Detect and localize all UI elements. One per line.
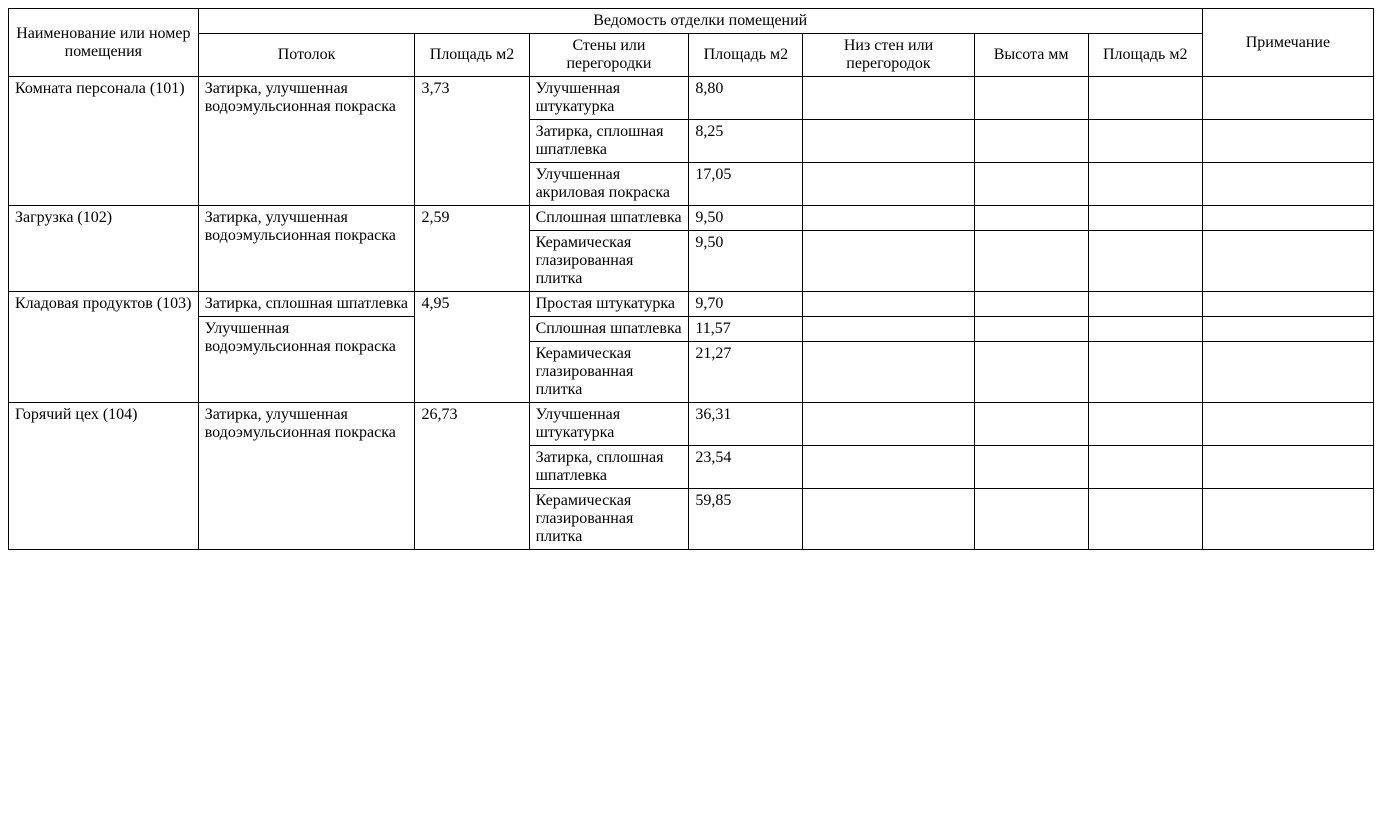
- cell-walls: Затирка, сплошная шпатлевка: [529, 120, 689, 163]
- cell-note: [1202, 342, 1373, 403]
- cell-area3: [1088, 446, 1202, 489]
- cell-note: [1202, 292, 1373, 317]
- cell-walls: Керамическая глазированная плитка: [529, 231, 689, 292]
- cell-lower-walls: [803, 489, 974, 550]
- cell-height: [974, 446, 1088, 489]
- cell-area3: [1088, 77, 1202, 120]
- cell-area-ceiling: 3,73: [415, 77, 529, 206]
- cell-height: [974, 77, 1088, 120]
- col-group: Ведомость отделки помещений: [198, 9, 1202, 34]
- cell-lower-walls: [803, 77, 974, 120]
- cell-room-name: Комната персонала (101): [9, 77, 199, 206]
- cell-walls: Затирка, сплошная шпатлевка: [529, 446, 689, 489]
- cell-height: [974, 292, 1088, 317]
- cell-lower-walls: [803, 292, 974, 317]
- table-row: Улучшенная водоэмульсионная покраскаСпло…: [9, 317, 1374, 342]
- cell-lower-walls: [803, 446, 974, 489]
- cell-area-walls: 17,05: [689, 163, 803, 206]
- cell-note: [1202, 489, 1373, 550]
- col-height: Высота мм: [974, 34, 1088, 77]
- cell-lower-walls: [803, 403, 974, 446]
- table-row: Комната персонала (101)Затирка, улучшенн…: [9, 77, 1374, 120]
- cell-lower-walls: [803, 163, 974, 206]
- cell-walls: Улучшенная штукатурка: [529, 403, 689, 446]
- cell-height: [974, 403, 1088, 446]
- cell-note: [1202, 163, 1373, 206]
- cell-area3: [1088, 206, 1202, 231]
- cell-area3: [1088, 342, 1202, 403]
- cell-ceiling: Затирка, сплошная шпатлевка: [198, 292, 415, 317]
- col-walls: Стены или перегородки: [529, 34, 689, 77]
- cell-walls: Керамическая глазированная плитка: [529, 342, 689, 403]
- cell-area3: [1088, 489, 1202, 550]
- cell-lower-walls: [803, 317, 974, 342]
- cell-height: [974, 120, 1088, 163]
- cell-note: [1202, 77, 1373, 120]
- table-row: Кладовая продуктов (103)Затирка, сплошна…: [9, 292, 1374, 317]
- col-ceiling: Потолок: [198, 34, 415, 77]
- cell-area-walls: 59,85: [689, 489, 803, 550]
- cell-area-walls: 21,27: [689, 342, 803, 403]
- cell-height: [974, 489, 1088, 550]
- cell-area-walls: 9,50: [689, 231, 803, 292]
- cell-lower-walls: [803, 342, 974, 403]
- cell-area3: [1088, 292, 1202, 317]
- cell-room-name: Кладовая продуктов (103): [9, 292, 199, 403]
- col-area1: Площадь м2: [415, 34, 529, 77]
- cell-ceiling: Затирка, улучшенная водоэмульсионная пок…: [198, 403, 415, 550]
- table-row: Загрузка (102)Затирка, улучшенная водоэм…: [9, 206, 1374, 231]
- cell-area3: [1088, 403, 1202, 446]
- col-note: Примечание: [1202, 9, 1373, 77]
- cell-area-ceiling: 26,73: [415, 403, 529, 550]
- cell-area-walls: 23,54: [689, 446, 803, 489]
- cell-area-walls: 9,70: [689, 292, 803, 317]
- cell-area-ceiling: 4,95: [415, 292, 529, 403]
- cell-area-walls: 8,25: [689, 120, 803, 163]
- col-lower-walls: Низ стен или перегородок: [803, 34, 974, 77]
- cell-height: [974, 231, 1088, 292]
- cell-area3: [1088, 231, 1202, 292]
- cell-note: [1202, 120, 1373, 163]
- cell-room-name: Горячий цех (104): [9, 403, 199, 550]
- col-area2: Площадь м2: [689, 34, 803, 77]
- cell-ceiling: Затирка, улучшенная водоэмульсионная пок…: [198, 206, 415, 292]
- cell-area-walls: 36,31: [689, 403, 803, 446]
- cell-lower-walls: [803, 120, 974, 163]
- cell-note: [1202, 206, 1373, 231]
- col-area3: Площадь м2: [1088, 34, 1202, 77]
- finishing-schedule-table: Наименование или номер помещения Ведомос…: [8, 8, 1374, 550]
- cell-lower-walls: [803, 206, 974, 231]
- cell-area-walls: 9,50: [689, 206, 803, 231]
- cell-ceiling: Затирка, улучшенная водоэмульсионная пок…: [198, 77, 415, 206]
- cell-height: [974, 342, 1088, 403]
- cell-height: [974, 317, 1088, 342]
- cell-area3: [1088, 317, 1202, 342]
- cell-height: [974, 206, 1088, 231]
- table-body: Комната персонала (101)Затирка, улучшенн…: [9, 77, 1374, 550]
- cell-note: [1202, 403, 1373, 446]
- cell-lower-walls: [803, 231, 974, 292]
- cell-area-walls: 11,57: [689, 317, 803, 342]
- cell-area-walls: 8,80: [689, 77, 803, 120]
- table-row: Горячий цех (104)Затирка, улучшенная вод…: [9, 403, 1374, 446]
- cell-walls: Улучшенная акриловая покраска: [529, 163, 689, 206]
- cell-room-name: Загрузка (102): [9, 206, 199, 292]
- cell-ceiling: Улучшенная водоэмульсионная покраска: [198, 317, 415, 403]
- cell-area3: [1088, 120, 1202, 163]
- cell-note: [1202, 231, 1373, 292]
- cell-note: [1202, 446, 1373, 489]
- cell-height: [974, 163, 1088, 206]
- cell-area3: [1088, 163, 1202, 206]
- col-room-name: Наименование или номер помещения: [9, 9, 199, 77]
- cell-note: [1202, 317, 1373, 342]
- cell-walls: Сплошная шпатлевка: [529, 206, 689, 231]
- cell-area-ceiling: 2,59: [415, 206, 529, 292]
- cell-walls: Простая штукатурка: [529, 292, 689, 317]
- cell-walls: Керамическая глазированная плитка: [529, 489, 689, 550]
- cell-walls: Улучшенная штукатурка: [529, 77, 689, 120]
- table-header: Наименование или номер помещения Ведомос…: [9, 9, 1374, 77]
- cell-walls: Сплошная шпатлевка: [529, 317, 689, 342]
